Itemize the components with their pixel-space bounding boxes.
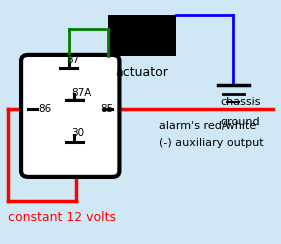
Text: 87A: 87A bbox=[72, 88, 92, 98]
Text: 85: 85 bbox=[100, 104, 113, 113]
Text: ground: ground bbox=[220, 117, 260, 127]
Text: actuator: actuator bbox=[115, 66, 168, 79]
Bar bbox=[108, 15, 176, 56]
Text: (-) auxiliary output: (-) auxiliary output bbox=[159, 138, 263, 148]
Text: 87: 87 bbox=[66, 55, 79, 65]
Text: 30: 30 bbox=[72, 128, 85, 138]
FancyBboxPatch shape bbox=[21, 55, 119, 177]
Text: alarm's red/white: alarm's red/white bbox=[159, 121, 256, 131]
Text: 86: 86 bbox=[38, 104, 51, 113]
Text: chassis: chassis bbox=[220, 97, 260, 107]
Text: constant 12 volts: constant 12 volts bbox=[8, 212, 116, 224]
